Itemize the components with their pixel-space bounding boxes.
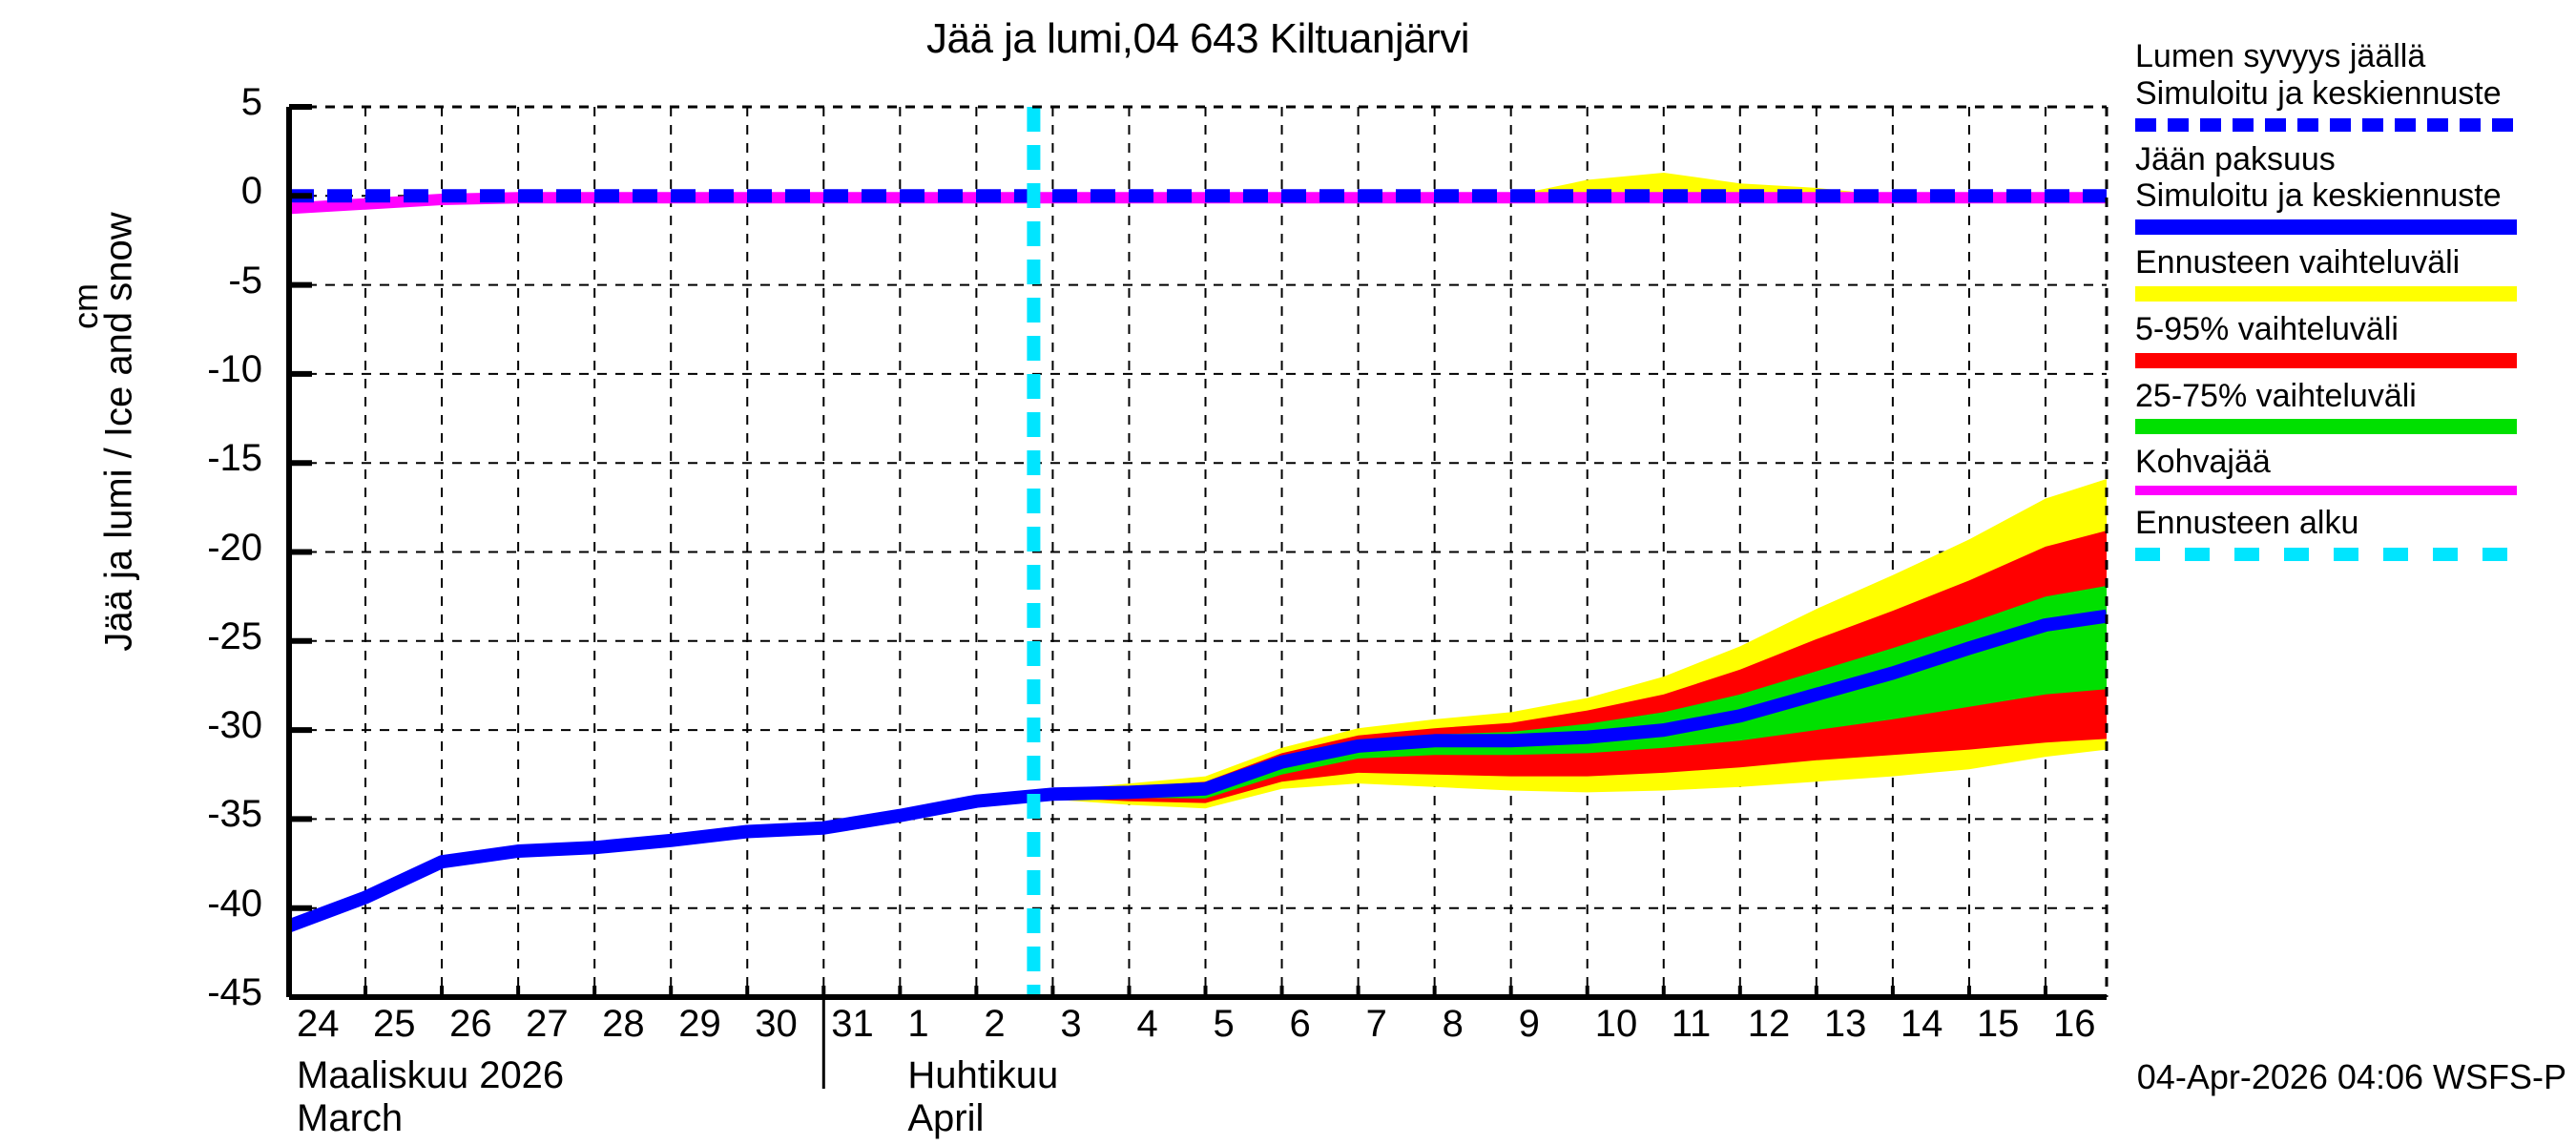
- month-label-en: March: [297, 1096, 404, 1139]
- month-label-fi: Huhtikuu: [907, 1054, 1059, 1096]
- legend-item-ice-thickness: Jään paksuus Simuloitu ja keskiennuste: [2135, 140, 2574, 235]
- legend-label-primary: Lumen syvyys jäällä: [2135, 38, 2426, 74]
- y-axis-unit: cm: [66, 283, 105, 329]
- forecast-band-ff0000: [1052, 531, 2107, 803]
- x-tick-label: 8: [1442, 1003, 1464, 1045]
- legend-item-snow-depth: Lumen syvyys jäällä Simuloitu ja keskienn…: [2135, 38, 2574, 132]
- x-tick-label: 11: [1671, 1003, 1712, 1045]
- x-tick-label: 26: [449, 1003, 492, 1045]
- x-tick-label: 31: [831, 1003, 874, 1045]
- x-tick-label: 1: [907, 1003, 929, 1045]
- x-tick-label: 16: [2052, 1003, 2096, 1045]
- page-title: Jää ja lumi,04 643 Kiltuanjärvi: [925, 15, 1470, 62]
- month-label-fi: Maaliskuu 2026: [297, 1054, 565, 1096]
- legend-swatch-forecast-range: [2135, 285, 2517, 302]
- legend-label-primary: 5-95% vaihteluväli: [2135, 310, 2399, 347]
- legend-label-secondary: Simuloitu ja keskiennuste: [2135, 177, 2502, 215]
- legend-label-primary: Jään paksuus: [2135, 140, 2336, 177]
- y-tick-label: -45: [207, 971, 262, 1013]
- legend-label-primary: Ennusteen vaihteluväli: [2135, 244, 2461, 281]
- series-ice-thickness: [286, 609, 2109, 932]
- legend-label-primary: Ennusteen alku: [2135, 505, 2359, 541]
- x-tick-label: 10: [1594, 1003, 1638, 1045]
- x-tick-label: 24: [297, 1003, 340, 1045]
- y-tick-label: 0: [240, 170, 262, 213]
- x-tick-label: 5: [1213, 1003, 1235, 1045]
- month-label-en: April: [907, 1096, 985, 1139]
- x-tick-label: 30: [755, 1003, 798, 1045]
- legend-item-forecast-start: Ennusteen alku: [2135, 505, 2574, 561]
- legend-item-range-5-95: 5-95% vaihteluväli: [2135, 311, 2574, 368]
- legend-item-slush-ice: Kohvajää: [2135, 444, 2574, 495]
- footer-timestamp: 04-Apr-2026 04:06 WSFS-P: [2136, 1057, 2566, 1096]
- y-tick-label: -15: [207, 437, 262, 480]
- y-tick-label: -25: [207, 614, 262, 657]
- legend-swatch-slush-ice: [2135, 486, 2517, 495]
- x-tick-label: 6: [1289, 1003, 1311, 1045]
- y-tick-label: -20: [207, 526, 262, 569]
- y-tick-label: -40: [207, 882, 262, 925]
- y-tick-label: -30: [207, 704, 262, 747]
- legend-label-secondary: Simuloitu ja keskiennuste: [2135, 74, 2502, 112]
- month-label: Huhtikuu April: [907, 1054, 1058, 1140]
- legend-item-forecast-range: Ennusteen vaihteluväli: [2135, 244, 2574, 302]
- legend-label-primary: Kohvajää: [2135, 444, 2271, 481]
- y-tick-label: -35: [207, 793, 262, 836]
- x-tick-label: 2: [984, 1003, 1006, 1045]
- legend-swatch-forecast-start: [2135, 547, 2517, 561]
- x-tick-label: 28: [602, 1003, 645, 1045]
- x-tick-label: 15: [1976, 1003, 2020, 1045]
- y-tick-label: -10: [207, 347, 262, 390]
- x-tick-label: 27: [526, 1003, 569, 1045]
- month-label: Maaliskuu 2026 March: [297, 1054, 564, 1140]
- x-tick-label: 12: [1747, 1003, 1791, 1045]
- y-tick-label: 5: [240, 81, 262, 123]
- legend-swatch-snow-depth: [2135, 117, 2517, 132]
- y-tick-label: -5: [228, 259, 262, 302]
- legend-swatch-range-25-75: [2135, 419, 2517, 435]
- x-tick-label: 13: [1823, 1003, 1867, 1045]
- x-tick-label: 14: [1900, 1003, 1943, 1045]
- legend-swatch-ice-thickness: [2135, 219, 2517, 235]
- x-tick-label: 29: [678, 1003, 721, 1045]
- chart-legend: Lumen syvyys jäällä Simuloitu ja keskienn…: [2135, 38, 2574, 571]
- legend-item-range-25-75: 25-75% vaihteluväli: [2135, 378, 2574, 435]
- x-tick-label: 7: [1365, 1003, 1387, 1045]
- x-tick-label: 3: [1060, 1003, 1082, 1045]
- legend-label-primary: 25-75% vaihteluväli: [2135, 377, 2417, 414]
- forecast-band-00e000: [1052, 586, 2107, 799]
- x-tick-label: 4: [1136, 1003, 1158, 1045]
- y-axis-label: Jää ja lumi / Ice and snow: [97, 212, 140, 652]
- x-tick-label: 25: [373, 1003, 416, 1045]
- x-tick-label: 9: [1518, 1003, 1540, 1045]
- legend-swatch-range-5-95: [2135, 352, 2517, 368]
